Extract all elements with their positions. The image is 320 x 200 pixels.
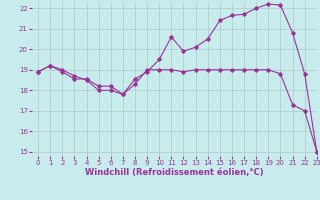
- X-axis label: Windchill (Refroidissement éolien,°C): Windchill (Refroidissement éolien,°C): [85, 168, 264, 177]
